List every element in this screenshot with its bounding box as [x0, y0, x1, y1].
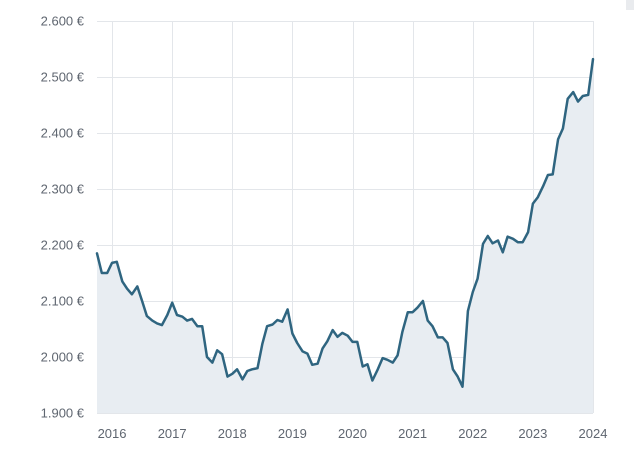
- y-tick-label: 2.100 €: [41, 294, 85, 309]
- y-tick-label: 2.500 €: [41, 70, 85, 85]
- series-line: [95, 57, 595, 388]
- y-tick-label: 2.300 €: [41, 182, 85, 197]
- x-tick-label: 2021: [398, 426, 427, 441]
- x-tick-label: 2022: [458, 426, 487, 441]
- x-tick-label: 2024: [579, 426, 608, 441]
- y-tick-label: 2.400 €: [41, 126, 85, 141]
- x-tick-label: 2019: [278, 426, 307, 441]
- y-tick-label: 2.600 €: [41, 14, 85, 29]
- x-tick-label: 2017: [158, 426, 187, 441]
- scrollbar-stub: [626, 0, 634, 10]
- x-tick-label: 2020: [338, 426, 367, 441]
- y-tick-label: 1.900 €: [41, 406, 85, 421]
- y-axis-labels: 1.900 € 2.000 € 2.100 € 2.200 € 2.300 € 2.400…: [41, 14, 85, 421]
- x-tick-label: 2023: [518, 426, 547, 441]
- x-axis-labels: 2016 2017 2018 2019 2020 2021 2022 2023 2024: [98, 426, 608, 441]
- area-fill: [97, 59, 593, 413]
- x-tick-label: 2016: [98, 426, 127, 441]
- x-tick-label: 2018: [218, 426, 247, 441]
- y-tick-label: 2.000 €: [41, 350, 85, 365]
- y-tick-label: 2.200 €: [41, 238, 85, 253]
